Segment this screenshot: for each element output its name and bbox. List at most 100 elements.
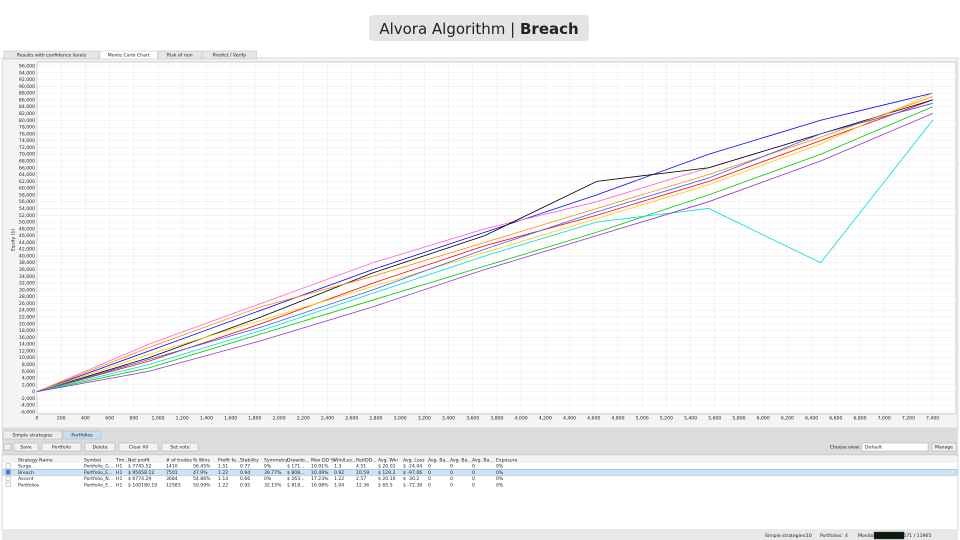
view-select[interactable] [861, 442, 929, 452]
tab-label[interactable]: Monte Carlo Chart [108, 53, 150, 59]
table-cell: Portfolio_G... [84, 464, 113, 470]
y-tick-label: 2,000 [22, 382, 35, 388]
table-cell: Portfolio_E... [84, 470, 112, 476]
view-value[interactable]: Default [865, 445, 882, 451]
column-header[interactable]: Strategy Name [18, 457, 53, 463]
y-tick-label: 22,000 [19, 315, 35, 321]
status-text: Portfolios: [820, 533, 843, 539]
tab[interactable] [201, 50, 257, 60]
button-label[interactable]: Set note [170, 445, 190, 451]
table-cell: $ 20.01 [378, 464, 396, 470]
panel-tab[interactable] [62, 430, 102, 440]
button[interactable] [161, 442, 199, 452]
y-tick-label: 90,000 [19, 84, 35, 90]
panel-tab-label[interactable]: Simple strategies [12, 433, 53, 439]
table-cell: Portfolio_E... [84, 482, 112, 488]
tab[interactable] [99, 50, 158, 60]
y-tick-label: 8,000 [22, 362, 35, 368]
column-header[interactable]: % Wins [193, 457, 210, 463]
table-cell: $ 808... [287, 470, 305, 476]
column-header[interactable]: Avg. Ba... [428, 457, 450, 463]
tab-label[interactable]: Results with confidence levels [17, 53, 87, 59]
tab[interactable] [3, 50, 100, 60]
manage-button[interactable] [931, 442, 957, 452]
table-cell: 1.22 [334, 476, 344, 482]
y-tick-label: 86,000 [19, 97, 35, 103]
column-header[interactable]: Stability [240, 457, 259, 463]
title: Alvora Algorithm | Breach [379, 20, 578, 38]
y-tick-label: 42,000 [19, 247, 35, 253]
table-cell: 12.36 [356, 482, 369, 488]
column-header[interactable]: Avg. Ba... [472, 457, 494, 463]
button[interactable] [118, 442, 159, 452]
column-header[interactable]: Avg. Loss [403, 457, 425, 463]
tab[interactable] [158, 50, 202, 60]
y-tick-label: 44,000 [19, 240, 35, 246]
y-tick-label: 36,000 [19, 267, 35, 273]
y-tick-label: 18,000 [19, 328, 35, 334]
row-checkbox[interactable] [5, 463, 11, 469]
x-tick-label: 2,000 [272, 416, 285, 422]
column-header[interactable]: Win/Los... [334, 457, 356, 463]
table-cell: $ 7745.52 [128, 464, 151, 470]
column-header[interactable]: Avg. Ba... [450, 457, 472, 463]
panel-tab-label[interactable]: Portfolios [71, 433, 93, 439]
column-header[interactable]: Symbol [84, 457, 101, 463]
column-header[interactable]: Net profit [128, 457, 150, 463]
status-text: 4 [845, 533, 848, 539]
column-header[interactable]: Symmetry [264, 457, 288, 463]
column-header[interactable]: Exposure [496, 457, 517, 463]
button-label[interactable]: Save [20, 445, 31, 451]
y-tick-label: 40,000 [19, 253, 35, 259]
tab-label[interactable]: Predict / Verify [213, 53, 247, 59]
column-header[interactable]: Avg. Win [378, 457, 398, 463]
x-tick-label: 3,800 [490, 416, 503, 422]
button[interactable] [84, 442, 116, 452]
row-checkbox[interactable] [5, 476, 11, 481]
table-cell: $ -97.06 [403, 470, 422, 476]
column-header[interactable]: # of trades [166, 457, 192, 463]
x-tick-label: 4,600 [587, 416, 600, 422]
column-header[interactable]: Tim... [115, 457, 129, 463]
table-cell: 10.59 [356, 470, 369, 476]
column-header[interactable]: Drawdo... [287, 457, 309, 463]
y-tick-label: 60,000 [19, 186, 35, 192]
button[interactable] [41, 442, 82, 452]
y-tick-label: 14,000 [19, 342, 35, 348]
x-tick-label: 3,400 [442, 416, 455, 422]
panel-tab[interactable] [2, 430, 63, 440]
row-checkbox[interactable] [5, 482, 11, 487]
table-cell: H1 [116, 482, 122, 488]
button[interactable] [13, 442, 39, 452]
button-label[interactable]: Delete [92, 445, 107, 451]
row-checkbox[interactable] [5, 469, 11, 475]
toolbar-icon [3, 443, 12, 451]
table-cell: 47.9% [193, 470, 208, 476]
table-cell: 17.23% [311, 476, 329, 482]
table-cell: 56.45% [193, 464, 211, 470]
y-tick-label: 66,000 [19, 165, 35, 171]
column-header[interactable]: Ret/DD... [356, 457, 377, 463]
y-tick-label: 48,000 [19, 226, 35, 232]
tab-label[interactable]: Risk of ruin [167, 53, 193, 59]
table-cell: 54.86% [193, 476, 211, 482]
table-cell: 0% [496, 464, 504, 470]
table-cell: 0 [450, 464, 453, 470]
table-cell: 1.14 [218, 476, 228, 482]
column-header[interactable]: Profit fa... [218, 457, 240, 463]
column-header[interactable]: Max DD % [311, 457, 335, 463]
y-tick-label: 34,000 [19, 274, 35, 280]
x-tick-label: 4,200 [539, 416, 552, 422]
table-cell: 1.22 [218, 470, 228, 476]
status-bar [2, 530, 958, 540]
x-tick-label: 6,600 [829, 416, 842, 422]
x-tick-label: 7,200 [902, 416, 915, 422]
x-tick-label: 6,000 [757, 416, 770, 422]
plot-area [36, 61, 957, 415]
button-label[interactable]: Portfolio [52, 445, 71, 451]
status-text: Monitor: [858, 533, 877, 539]
button-label[interactable]: Clear All [129, 445, 148, 451]
table-cell: 0 [450, 476, 453, 482]
manage-label[interactable]: Manage [935, 445, 953, 451]
